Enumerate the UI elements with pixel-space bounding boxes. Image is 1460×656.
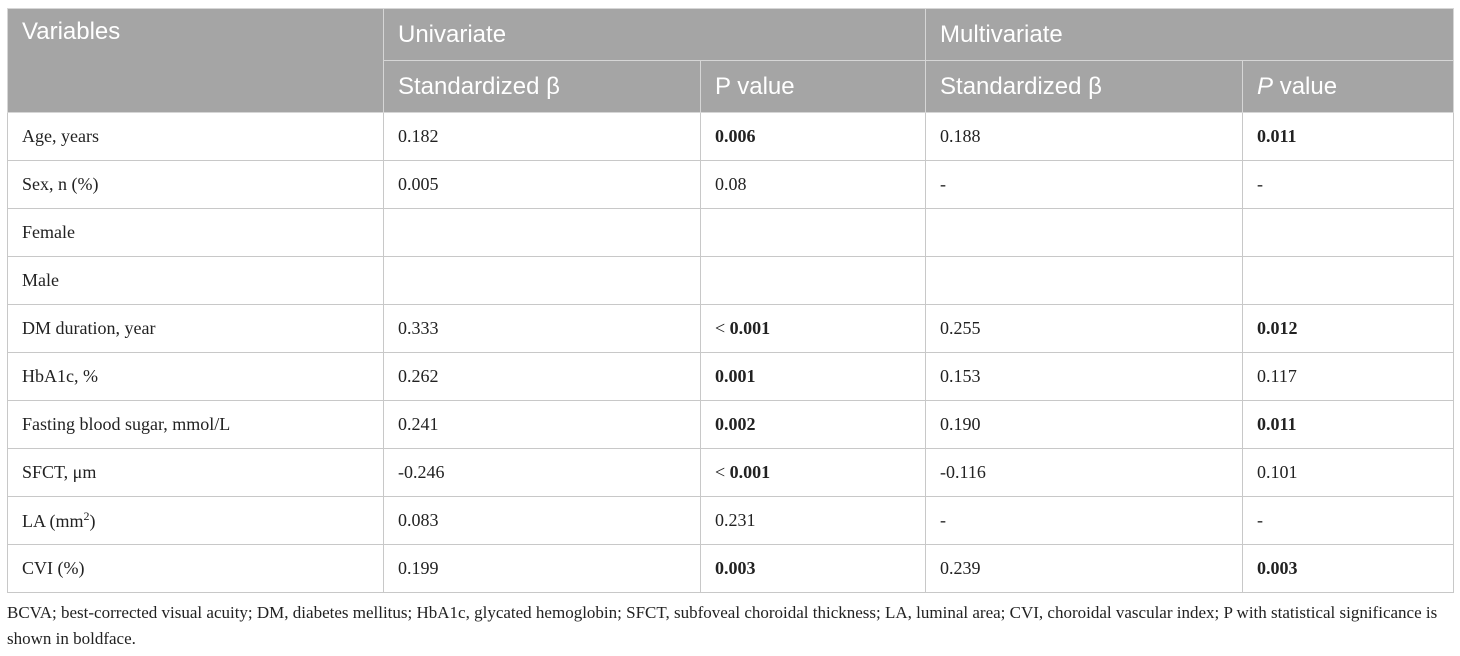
table-row: Fasting blood sugar, mmol/L 0.241 0.002 … xyxy=(7,400,1455,449)
table-row: SFCT, μm -0.246 < 0.001 -0.116 0.101 xyxy=(7,448,1455,497)
row-label: LA (mm2) xyxy=(7,496,384,545)
header-multivariate: Multivariate xyxy=(925,8,1455,61)
row-label: DM duration, year xyxy=(7,304,384,353)
cell-m-p: 0.101 xyxy=(1242,448,1455,497)
table-row: DM duration, year 0.333 < 0.001 0.255 0.… xyxy=(7,304,1455,353)
cell-u-beta xyxy=(383,256,701,305)
cell-m-p xyxy=(1242,208,1455,257)
table-row: Sex, n (%) 0.005 0.08 - - xyxy=(7,160,1455,209)
table-row: LA (mm2) 0.083 0.231 - - xyxy=(7,496,1455,545)
table-row: HbA1c, % 0.262 0.001 0.153 0.117 xyxy=(7,352,1455,401)
row-label: Female xyxy=(7,208,384,257)
cell-u-p xyxy=(699,208,927,257)
header-univariate-beta: Standardized β xyxy=(383,60,701,113)
header-multivariate-p: P value xyxy=(1242,60,1455,113)
cell-m-beta xyxy=(925,256,1244,305)
row-label: SFCT, μm xyxy=(7,448,384,497)
header-univariate-p: P value xyxy=(699,60,927,113)
table-footnote: BCVA; best-corrected visual acuity; DM, … xyxy=(7,603,1438,648)
row-label: CVI (%) xyxy=(7,544,384,593)
regression-table: Variables Univariate Multivariate Standa… xyxy=(7,8,1455,593)
header-univariate: Univariate xyxy=(382,8,927,61)
row-label: Male xyxy=(7,256,384,305)
cell-u-beta: 0.199 xyxy=(383,544,701,593)
table-row: CVI (%) 0.199 0.003 0.239 0.003 xyxy=(7,544,1455,593)
table-row: Female xyxy=(7,208,1455,257)
cell-m-p: 0.012 xyxy=(1242,304,1455,353)
cell-u-p: 0.08 xyxy=(699,160,927,209)
cell-m-beta: -0.116 xyxy=(925,448,1244,497)
regression-table-container: Variables Univariate Multivariate Standa… xyxy=(7,8,1455,593)
cell-u-p: 0.006 xyxy=(699,112,927,161)
cell-m-beta xyxy=(925,208,1244,257)
cell-u-p: 0.002 xyxy=(699,400,927,449)
less-than-prefix: < xyxy=(715,318,730,338)
cell-m-beta: - xyxy=(925,160,1244,209)
cell-u-p: 0.003 xyxy=(699,544,927,593)
row-label: HbA1c, % xyxy=(7,352,384,401)
cell-u-beta: 0.262 xyxy=(383,352,701,401)
cell-m-beta: 0.153 xyxy=(925,352,1244,401)
la-superscript: 2 xyxy=(83,509,90,523)
cell-u-beta: 0.005 xyxy=(383,160,701,209)
la-label: LA (mm xyxy=(22,511,84,531)
cell-u-p: < 0.001 xyxy=(699,304,927,353)
p-italic: P xyxy=(1257,72,1274,100)
cell-m-p: 0.117 xyxy=(1242,352,1455,401)
cell-u-beta: 0.241 xyxy=(383,400,701,449)
less-than-prefix: < xyxy=(715,462,730,482)
cell-m-p: 0.011 xyxy=(1242,112,1455,161)
cell-m-p xyxy=(1242,256,1455,305)
header-variables: Variables xyxy=(7,8,384,113)
cell-m-p: 0.003 xyxy=(1242,544,1455,593)
cell-m-beta: 0.239 xyxy=(925,544,1244,593)
cell-u-p: 0.001 xyxy=(699,352,927,401)
p-suffix: value xyxy=(1273,72,1338,100)
p-value: 0.001 xyxy=(729,318,771,338)
cell-m-beta: 0.188 xyxy=(925,112,1244,161)
cell-m-p: - xyxy=(1242,496,1455,545)
header-multivariate-beta: Standardized β xyxy=(925,60,1244,113)
table-row: Male xyxy=(7,256,1455,305)
cell-m-p: - xyxy=(1242,160,1455,209)
row-label: Age, years xyxy=(7,112,384,161)
cell-m-beta: - xyxy=(925,496,1244,545)
cell-u-beta: -0.246 xyxy=(383,448,701,497)
cell-u-beta xyxy=(383,208,701,257)
p-value: 0.001 xyxy=(729,462,771,482)
cell-m-beta: 0.190 xyxy=(925,400,1244,449)
cell-m-beta: 0.255 xyxy=(925,304,1244,353)
cell-u-p: < 0.001 xyxy=(699,448,927,497)
row-label: Sex, n (%) xyxy=(7,160,384,209)
cell-u-p: 0.231 xyxy=(699,496,927,545)
table-row: Age, years 0.182 0.006 0.188 0.011 xyxy=(7,112,1455,161)
cell-u-beta: 0.333 xyxy=(383,304,701,353)
cell-u-beta: 0.083 xyxy=(383,496,701,545)
cell-u-beta: 0.182 xyxy=(383,112,701,161)
cell-u-p xyxy=(699,256,927,305)
row-label: Fasting blood sugar, mmol/L xyxy=(7,400,384,449)
header-row-1: Variables Univariate Multivariate xyxy=(7,8,1455,113)
la-label-end: ) xyxy=(89,511,96,531)
cell-m-p: 0.011 xyxy=(1242,400,1455,449)
header-row-2: Standardized β P value Standardized β P … xyxy=(8,60,1455,113)
